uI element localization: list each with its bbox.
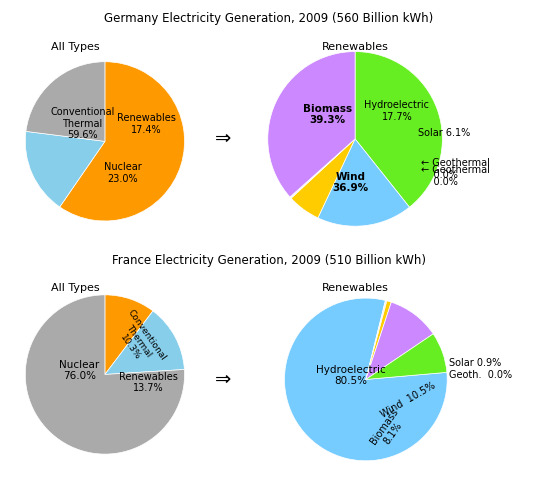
Wedge shape [366, 301, 387, 379]
Text: France Electricity Generation, 2009 (510 Billion kWh): France Electricity Generation, 2009 (510… [112, 254, 426, 267]
Wedge shape [318, 139, 409, 226]
Text: Solar 6.1%: Solar 6.1% [418, 128, 470, 138]
Text: Renewables
17.4%: Renewables 17.4% [117, 113, 176, 134]
Text: Conventional
Thermal
10.3%: Conventional Thermal 10.3% [109, 308, 168, 374]
Wedge shape [105, 295, 153, 374]
Text: Renewables
13.7%: Renewables 13.7% [119, 372, 178, 393]
Text: Renewables: Renewables [322, 42, 388, 52]
Wedge shape [25, 295, 185, 454]
Text: All Types: All Types [51, 42, 100, 52]
Wedge shape [268, 52, 355, 197]
Text: Hydroelectric
80.5%: Hydroelectric 80.5% [316, 365, 386, 386]
Text: ← Geothermal
    0.0%: ← Geothermal 0.0% [421, 158, 490, 180]
Text: All Types: All Types [51, 283, 100, 293]
Wedge shape [290, 139, 355, 198]
Text: Renewables: Renewables [322, 283, 388, 293]
Wedge shape [355, 52, 442, 207]
Text: Wind  10.5%: Wind 10.5% [379, 380, 437, 420]
Text: Conventional
Thermal
59.6%: Conventional Thermal 59.6% [51, 107, 115, 140]
Text: Germany Electricity Generation, 2009 (560 Billion kWh): Germany Electricity Generation, 2009 (56… [104, 12, 434, 25]
Wedge shape [25, 131, 105, 207]
Wedge shape [366, 301, 391, 379]
Wedge shape [291, 139, 355, 218]
Text: Hydroelectric
17.7%: Hydroelectric 17.7% [364, 100, 429, 122]
Text: Biomass
8.1%: Biomass 8.1% [368, 407, 409, 453]
Wedge shape [366, 302, 433, 379]
Text: Wind
36.9%: Wind 36.9% [332, 172, 369, 193]
Text: ⇒: ⇒ [215, 370, 231, 389]
Wedge shape [26, 62, 105, 141]
Text: Solar 0.9%: Solar 0.9% [449, 358, 501, 368]
Text: Nuclear
76.0%: Nuclear 76.0% [59, 360, 100, 381]
Text: ⇒: ⇒ [215, 129, 231, 148]
Text: Nuclear
23.0%: Nuclear 23.0% [103, 162, 141, 184]
Text: Geoth.  0.0%: Geoth. 0.0% [449, 370, 512, 379]
Wedge shape [285, 298, 447, 461]
Wedge shape [60, 62, 185, 221]
Text: Biomass
39.3%: Biomass 39.3% [302, 104, 352, 125]
Wedge shape [366, 334, 447, 379]
Text: ← Geothermal
    0.0%: ← Geothermal 0.0% [421, 165, 490, 186]
Wedge shape [105, 311, 185, 374]
